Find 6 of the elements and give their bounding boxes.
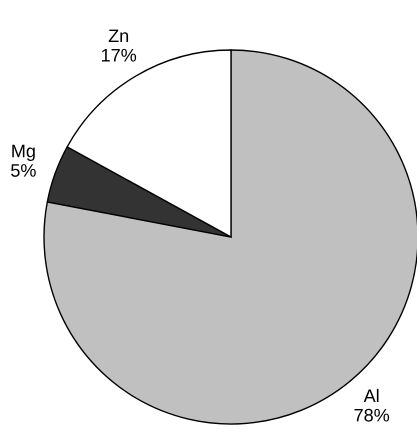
data-label: 78% (354, 408, 390, 422)
slice-label: Mg (12, 144, 35, 161)
data-label: 5% (11, 164, 36, 177)
slice-label: Zn (108, 30, 128, 42)
data-label: 17% (102, 48, 136, 62)
slice-label: Al (364, 388, 378, 402)
